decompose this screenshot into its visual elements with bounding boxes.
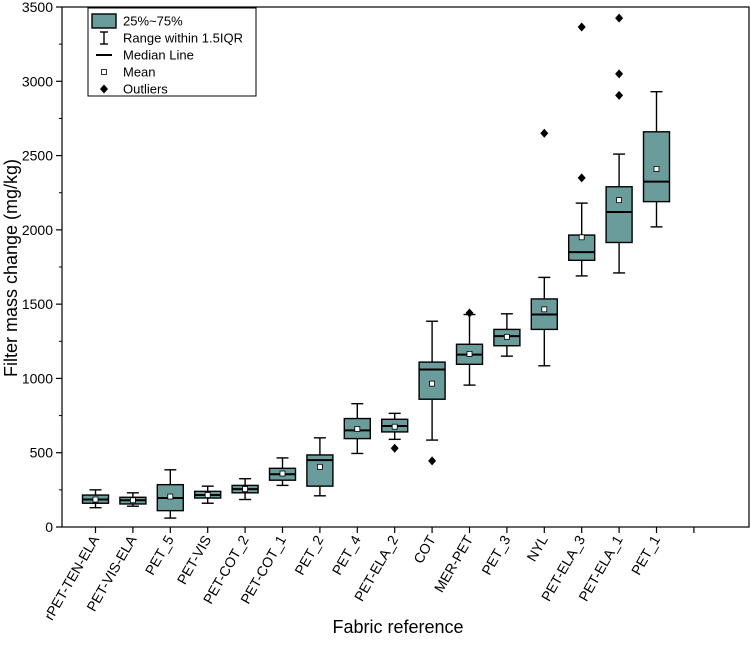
legend-label: Median Line [123,48,194,63]
box-group [642,90,671,228]
iqr-box [605,186,633,244]
x-tick-label: PET_5 [142,532,177,577]
box-group [605,13,633,274]
y-tick-label: 2000 [22,222,53,238]
y-tick-label: 3500 [22,0,53,15]
outlier-marker [428,456,437,466]
mean-marker [167,493,174,500]
mean-marker [316,463,323,470]
mean-marker [541,306,548,313]
mean-marker [92,496,99,503]
box-series [81,13,671,519]
y-axis-title: Filter mass change (mg/kg) [1,159,21,377]
box-group [193,485,222,504]
x-tick-label: COT [410,532,439,566]
mean-marker [129,497,136,504]
box-group [81,489,110,509]
legend-outlier-swatch [100,84,108,94]
mean-marker [354,426,361,432]
y-tick-label: 1000 [22,370,53,386]
box-group [268,457,297,487]
mean-marker [503,333,510,340]
mean-marker [429,380,436,387]
x-tick-label: PET-VIS [174,533,215,587]
box-group [306,437,334,497]
y-tick-label: 0 [45,519,53,535]
mean-marker [391,423,398,430]
x-tick-label: PET_1 [628,532,663,577]
y-tick-label: 500 [30,445,54,461]
box-group [231,478,259,501]
x-axis-title: Fabric reference [332,617,463,637]
outlier-marker [540,128,549,138]
outlier-marker [615,90,624,100]
outlier-marker [615,13,624,23]
y-tick-label: 1500 [22,296,53,312]
outlier-marker [577,173,586,183]
box-group [493,313,521,357]
outlier-marker [577,22,586,32]
legend-mean-swatch [101,69,107,75]
mean-marker [578,234,585,241]
box-group [530,128,558,367]
mean-marker [204,492,211,498]
box-group [381,412,409,453]
outlier-marker [615,69,624,79]
mean-marker [616,197,622,204]
y-axis: 0 500 1000 1500 2000 2500 3000 3500 [22,0,62,535]
legend-label: Range within 1.5IQR [123,31,243,46]
iqr-box [418,361,446,400]
y-tick-label: 3000 [22,73,53,89]
box-group [343,402,371,455]
mean-marker [242,486,249,493]
legend-label: 25%~75% [123,14,183,29]
legend-box-swatch [91,13,117,29]
box-group [455,308,484,386]
box-group [568,22,596,277]
x-tick-label: NYL [523,532,551,564]
x-tick-label: PET_3 [478,532,513,577]
legend: 25%~75% Range within 1.5IQR Median Line Mea… [87,7,257,97]
y-tick-label: 2500 [22,148,53,164]
mean-marker [653,166,660,172]
outlier-marker [390,443,399,453]
x-tick-label: PET_4 [329,532,364,577]
x-tick-label: PET_2 [291,532,326,577]
box-group [119,492,147,507]
outlier-marker [465,308,474,318]
mean-marker [279,470,286,477]
legend-label: Mean [123,65,156,80]
box-group [418,320,446,466]
legend-label: Outliers [123,82,168,97]
mean-marker [466,351,473,357]
box-group [156,469,185,519]
